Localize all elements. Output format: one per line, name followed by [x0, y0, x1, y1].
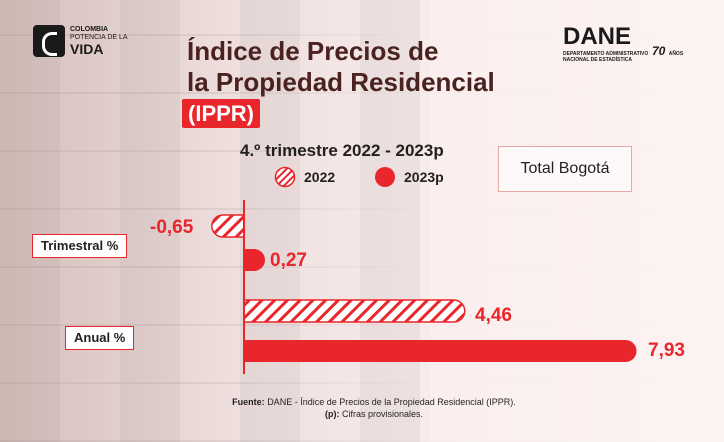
- bar-trimestral-2022: [211, 214, 245, 238]
- dane-sub2: NACIONAL DE ESTADÍSTICA: [563, 57, 632, 63]
- label-anual-2022: 4,46: [475, 305, 512, 326]
- dane-name: DANE: [563, 23, 632, 50]
- label-trimestral-2023p: 0,27: [270, 250, 307, 271]
- colombia-logo: COLOMBIA POTENCIA DE LA VIDA: [33, 25, 128, 57]
- region-box: Total Bogotá: [498, 146, 632, 192]
- source-text: DANE - Índice de Precios de la Propiedad…: [267, 397, 516, 407]
- dane-years-word: AÑOS: [668, 51, 684, 57]
- label-anual-2023p: 7,93: [648, 340, 685, 361]
- legend-solid-swatch-icon: [375, 167, 395, 187]
- bar-anual-2023p: [244, 340, 637, 362]
- source-note: Fuente: DANE - Índice de Precios de la P…: [214, 396, 534, 420]
- colombia-line3: VIDA: [70, 41, 104, 57]
- legend-2023p-label: 2023p: [404, 169, 444, 185]
- dane-years: 70: [652, 44, 666, 58]
- note-text: Cifras provisionales.: [341, 409, 424, 419]
- colombia-mark-icon: [33, 25, 65, 57]
- page-title: Índice de Precios de la Propiedad Reside…: [187, 36, 495, 98]
- dane-sub1: DEPARTAMENTO ADMINISTRATIVO: [563, 51, 649, 57]
- legend-hatched-swatch-icon: [274, 166, 296, 188]
- title-line1: Índice de Precios de: [187, 36, 439, 66]
- label-trimestral-2022: -0,65: [150, 217, 194, 238]
- category-trimestral: Trimestral %: [32, 234, 128, 258]
- category-anual: Anual %: [65, 326, 135, 350]
- legend-2023p: 2023p: [374, 166, 444, 188]
- source-label: Fuente:: [232, 397, 265, 407]
- dane-anniversary: 70 AÑOS: [652, 44, 683, 58]
- note-label: (p):: [324, 409, 340, 419]
- period-label: 4.º trimestre 2022 - 2023p: [240, 141, 444, 160]
- bar-anual-2022: [243, 299, 466, 323]
- zero-axis: [243, 200, 245, 374]
- dane-logo: DANE DEPARTAMENTO ADMINISTRATIVO NACIONA…: [563, 23, 683, 63]
- title-abbreviation: (IPPR): [182, 99, 260, 128]
- colombia-line2: POTENCIA DE LA: [70, 34, 128, 41]
- title-line2: la Propiedad Residencial: [187, 67, 495, 97]
- legend-2022: 2022: [274, 166, 335, 188]
- legend-2022-label: 2022: [304, 169, 336, 185]
- bar-trimestral-2023p: [244, 249, 265, 271]
- colombia-line1: COLOMBIA: [70, 26, 109, 33]
